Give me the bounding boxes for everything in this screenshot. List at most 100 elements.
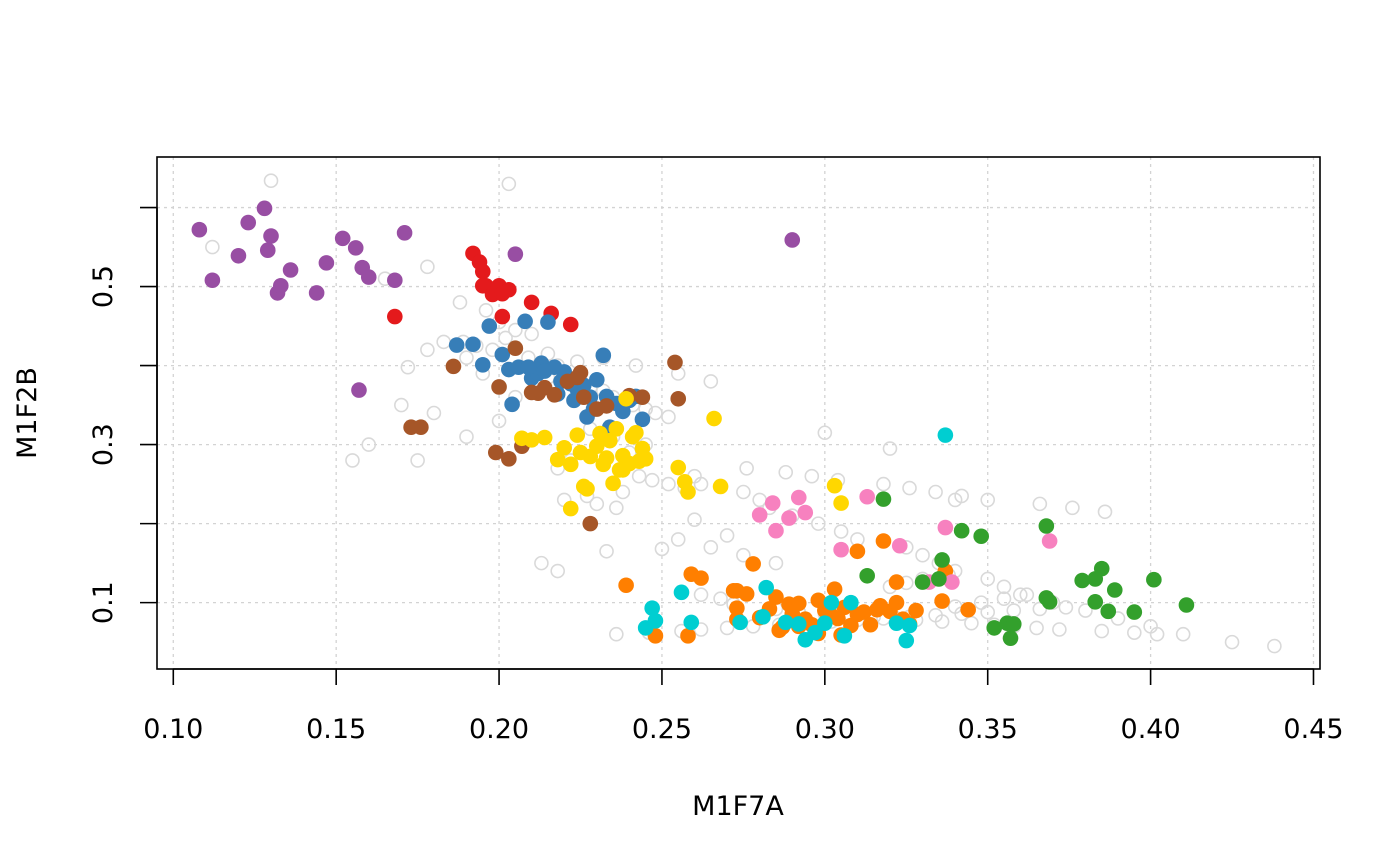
data-point [1097, 504, 1113, 520]
data-point [1038, 518, 1055, 534]
data-point [589, 496, 605, 512]
data-point [609, 626, 624, 642]
data-point [540, 314, 556, 330]
data-point [778, 464, 794, 480]
data-point [768, 522, 784, 539]
data-point [954, 488, 969, 504]
data-point [673, 584, 690, 601]
data-point [615, 484, 631, 500]
data-point [605, 475, 621, 492]
point-series [637, 427, 954, 649]
point-series [205, 173, 1282, 654]
data-point [504, 396, 520, 413]
data-point [498, 330, 513, 346]
data-point [494, 308, 511, 325]
data-point [670, 532, 686, 547]
data-point [729, 582, 745, 599]
data-point [755, 609, 771, 625]
data-point [474, 357, 491, 373]
data-point [732, 614, 748, 631]
data-point [931, 571, 947, 587]
data-point [680, 484, 696, 500]
data-point [582, 515, 599, 532]
data-point [508, 322, 523, 338]
data-point [631, 468, 647, 484]
data-point [928, 484, 943, 500]
data-point [777, 614, 794, 631]
point-series [448, 313, 651, 436]
data-point [1032, 601, 1048, 617]
data-point [534, 555, 549, 571]
data-point [751, 507, 768, 523]
data-point [898, 632, 915, 649]
data-point [667, 354, 683, 371]
x-tick-label: 0.25 [632, 714, 692, 745]
data-point [569, 427, 586, 443]
data-point [849, 543, 866, 560]
point-series [514, 390, 849, 517]
data-point [876, 476, 891, 492]
x-tick-label: 0.45 [1283, 714, 1343, 745]
data-point [729, 600, 745, 616]
x-axis: 0.10 0.15 0.20 0.25 0.30 0.35 0.40 0.45 [143, 668, 1344, 745]
data-point [413, 419, 429, 436]
data-point [1178, 597, 1195, 613]
data-point [1065, 500, 1080, 516]
point-series [859, 491, 1195, 646]
data-point [996, 591, 1012, 606]
data-point [474, 263, 491, 280]
data-point [588, 438, 605, 454]
data-point [637, 451, 654, 467]
data-point [602, 432, 618, 449]
data-point [712, 478, 729, 495]
data-point [615, 462, 631, 478]
data-point [595, 347, 612, 364]
data-point [804, 468, 820, 484]
data-point [719, 528, 735, 543]
data-point [634, 389, 651, 405]
data-point [736, 547, 751, 563]
data-point [817, 615, 833, 631]
data-point [634, 411, 651, 428]
point-series [751, 488, 1058, 590]
data-point [575, 389, 592, 405]
data-point [980, 604, 996, 620]
point-series [191, 200, 801, 398]
x-tick-label: 0.35 [958, 714, 1018, 745]
data-point [826, 477, 843, 494]
data-point [436, 334, 451, 350]
data-point [647, 613, 664, 629]
data-point [608, 421, 625, 437]
data-point [628, 424, 644, 441]
data-point [891, 537, 908, 554]
data-point [494, 346, 511, 363]
data-point [661, 409, 676, 425]
data-point [797, 504, 814, 521]
data-point [1006, 603, 1022, 618]
data-point [308, 285, 325, 301]
data-point [836, 628, 853, 644]
data-point [1146, 571, 1162, 588]
x-tick-label: 0.30 [795, 714, 855, 745]
data-point [1100, 603, 1117, 620]
x-tick-label: 0.10 [143, 714, 203, 745]
data-point [1078, 603, 1093, 618]
data-point [351, 382, 367, 398]
data-point [1052, 622, 1067, 637]
data-point [960, 601, 976, 618]
data-point [609, 500, 624, 516]
data-point [536, 363, 553, 379]
data-point [902, 480, 917, 496]
data-point [843, 594, 859, 611]
data-point [1087, 594, 1104, 610]
data-point [360, 269, 377, 285]
data-point [781, 510, 797, 526]
y-tick-label: 0.3 [88, 423, 119, 466]
data-point [579, 481, 595, 497]
data-point [680, 628, 696, 644]
data-point [693, 570, 709, 586]
data-point [683, 614, 700, 631]
data-point [833, 495, 849, 511]
data-point [784, 232, 801, 248]
data-point [901, 617, 918, 634]
